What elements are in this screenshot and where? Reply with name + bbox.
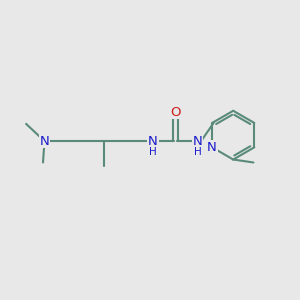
Text: N: N — [148, 135, 158, 148]
Text: N: N — [40, 135, 50, 148]
Text: H: H — [194, 147, 201, 158]
Text: N: N — [207, 141, 217, 154]
Text: O: O — [170, 106, 181, 119]
Text: H: H — [149, 147, 157, 158]
Text: N: N — [193, 135, 202, 148]
